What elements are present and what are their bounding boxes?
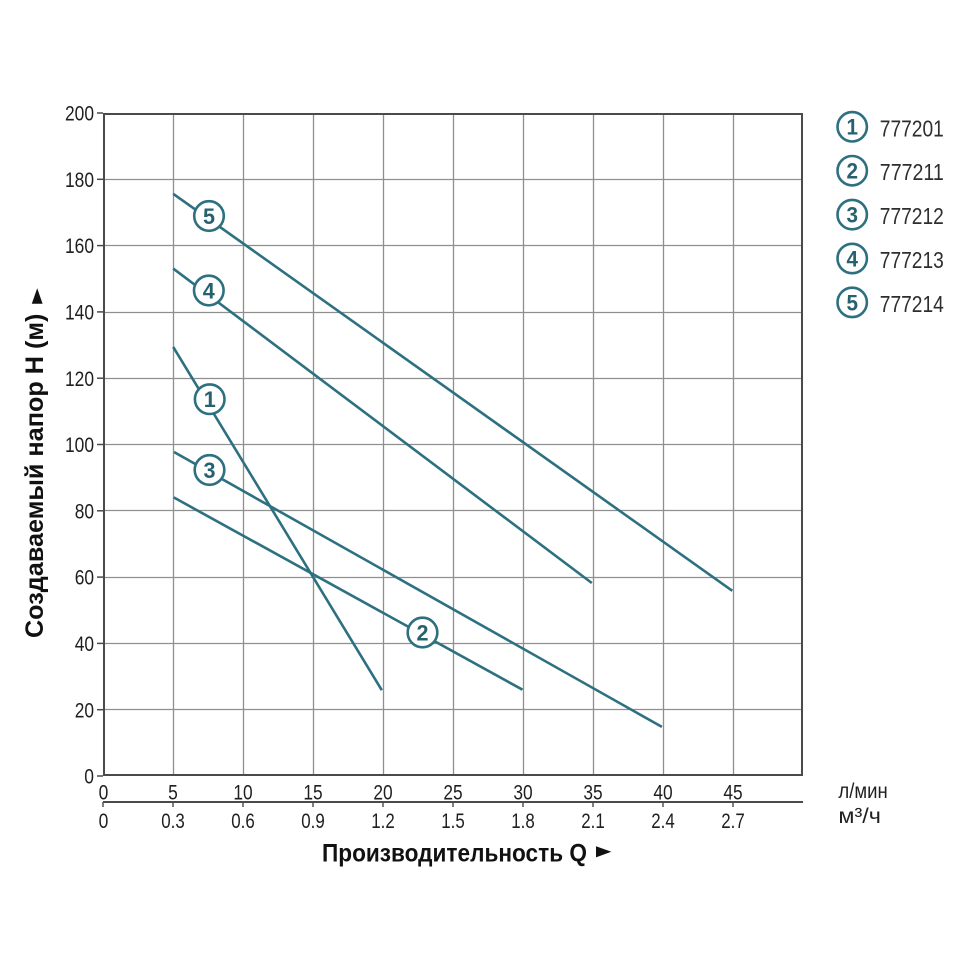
svg-text:30: 30 xyxy=(513,780,532,804)
svg-text:2: 2 xyxy=(417,621,429,646)
svg-text:60: 60 xyxy=(75,566,94,590)
svg-text:40: 40 xyxy=(653,780,672,804)
svg-text:Создаваемый напор Н (м): Создаваемый напор Н (м) xyxy=(21,314,49,639)
svg-text:80: 80 xyxy=(75,499,94,523)
svg-text:0.6: 0.6 xyxy=(231,809,255,833)
svg-text:3: 3 xyxy=(846,203,858,228)
svg-text:200: 200 xyxy=(65,102,94,126)
svg-text:4: 4 xyxy=(846,246,858,271)
svg-text:777201: 777201 xyxy=(880,115,944,141)
svg-text:1.5: 1.5 xyxy=(441,809,465,833)
svg-text:40: 40 xyxy=(75,632,94,656)
svg-text:160: 160 xyxy=(65,234,94,258)
svg-text:2.4: 2.4 xyxy=(651,809,675,833)
svg-text:120: 120 xyxy=(65,367,94,391)
svg-text:0.9: 0.9 xyxy=(301,809,325,833)
svg-text:5: 5 xyxy=(168,780,178,804)
svg-text:45: 45 xyxy=(723,780,742,804)
svg-text:35: 35 xyxy=(583,780,602,804)
svg-text:3: 3 xyxy=(204,458,216,483)
svg-text:180: 180 xyxy=(65,168,94,192)
svg-text:777211: 777211 xyxy=(880,159,944,185)
svg-text:777213: 777213 xyxy=(880,247,944,273)
svg-text:м³/ч: м³/ч xyxy=(838,804,881,828)
svg-text:5: 5 xyxy=(846,290,858,315)
svg-text:1: 1 xyxy=(204,387,216,412)
svg-text:140: 140 xyxy=(65,301,94,325)
svg-text:0: 0 xyxy=(99,780,109,804)
svg-text:1: 1 xyxy=(846,115,858,140)
svg-text:20: 20 xyxy=(75,698,94,722)
svg-text:5: 5 xyxy=(203,204,215,229)
svg-text:100: 100 xyxy=(65,433,94,457)
svg-text:10: 10 xyxy=(233,780,252,804)
svg-text:2.1: 2.1 xyxy=(581,809,605,833)
svg-text:15: 15 xyxy=(303,780,322,804)
svg-text:20: 20 xyxy=(373,780,392,804)
svg-text:1.2: 1.2 xyxy=(371,809,395,833)
svg-text:0.3: 0.3 xyxy=(161,809,185,833)
svg-text:2.7: 2.7 xyxy=(721,809,745,833)
svg-text:Производительность Q: Производительность Q xyxy=(322,840,587,868)
svg-text:4: 4 xyxy=(203,279,215,304)
svg-text:2: 2 xyxy=(846,159,858,184)
svg-text:777212: 777212 xyxy=(880,203,944,229)
svg-text:л/мин: л/мин xyxy=(838,779,887,803)
svg-text:1.8: 1.8 xyxy=(511,809,535,833)
svg-text:0: 0 xyxy=(84,765,94,789)
svg-text:25: 25 xyxy=(443,780,462,804)
svg-text:777214: 777214 xyxy=(880,291,944,317)
svg-text:0: 0 xyxy=(99,809,109,833)
